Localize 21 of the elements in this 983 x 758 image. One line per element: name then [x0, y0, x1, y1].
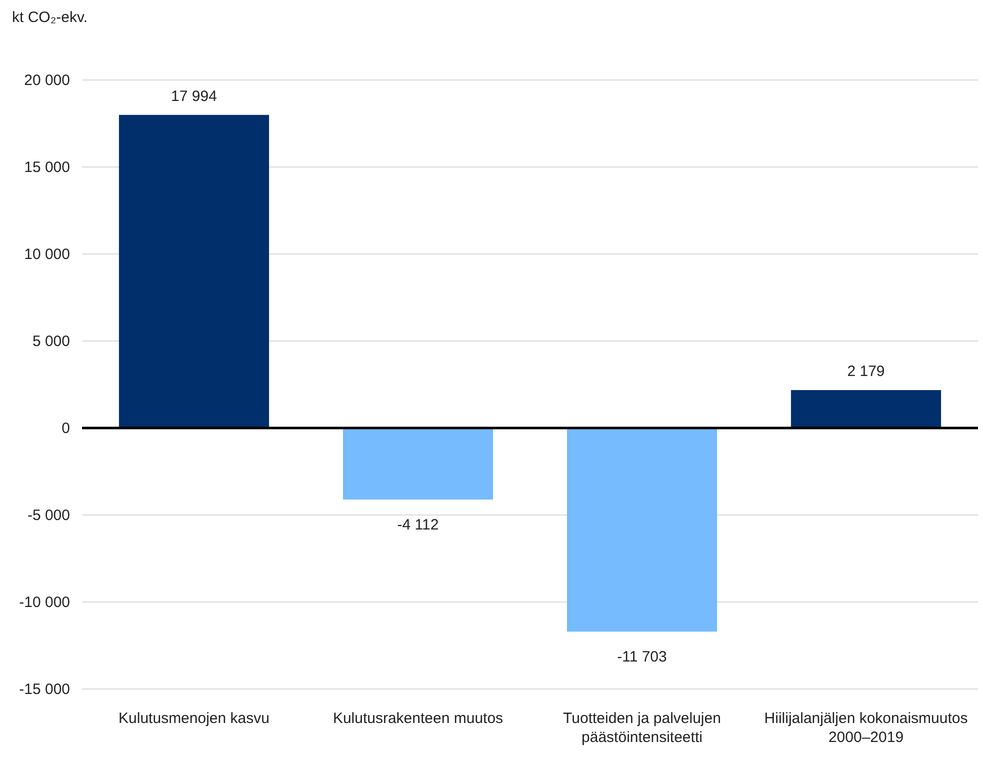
bar: [118, 114, 270, 428]
y-tick-label: 20 000: [24, 72, 70, 89]
bar: [790, 390, 942, 428]
bar: [342, 428, 494, 500]
bar: [566, 428, 718, 632]
y-tick-label: -10 000: [19, 594, 70, 611]
x-tick-label: Hiilijalanjäljen kokonaismuutos 2000–2019: [764, 710, 968, 746]
y-tick-label: 15 000: [24, 158, 70, 176]
data-label: 17 994: [171, 88, 217, 105]
x-tick-label: Kulutusmenojen kasvu: [118, 710, 270, 727]
x-tick-label: Kulutusrakenteen muutos: [332, 710, 504, 727]
data-label: -4 112: [397, 516, 439, 534]
y-tick-label: 0: [62, 420, 70, 437]
y-tick-label: 10 000: [24, 246, 70, 263]
data-label: -11 703: [617, 648, 667, 666]
x-tick-label: Tuotteiden ja palvelujen päästöintensiteetti: [563, 710, 721, 746]
y-tick-label: -5 000: [27, 506, 70, 524]
y-axis-title: kt CO₂-ekv.: [12, 9, 88, 26]
y-tick-label: 5 000: [32, 332, 70, 350]
data-label: 2 179: [847, 363, 885, 380]
y-tick-label: -15 000: [19, 680, 70, 698]
